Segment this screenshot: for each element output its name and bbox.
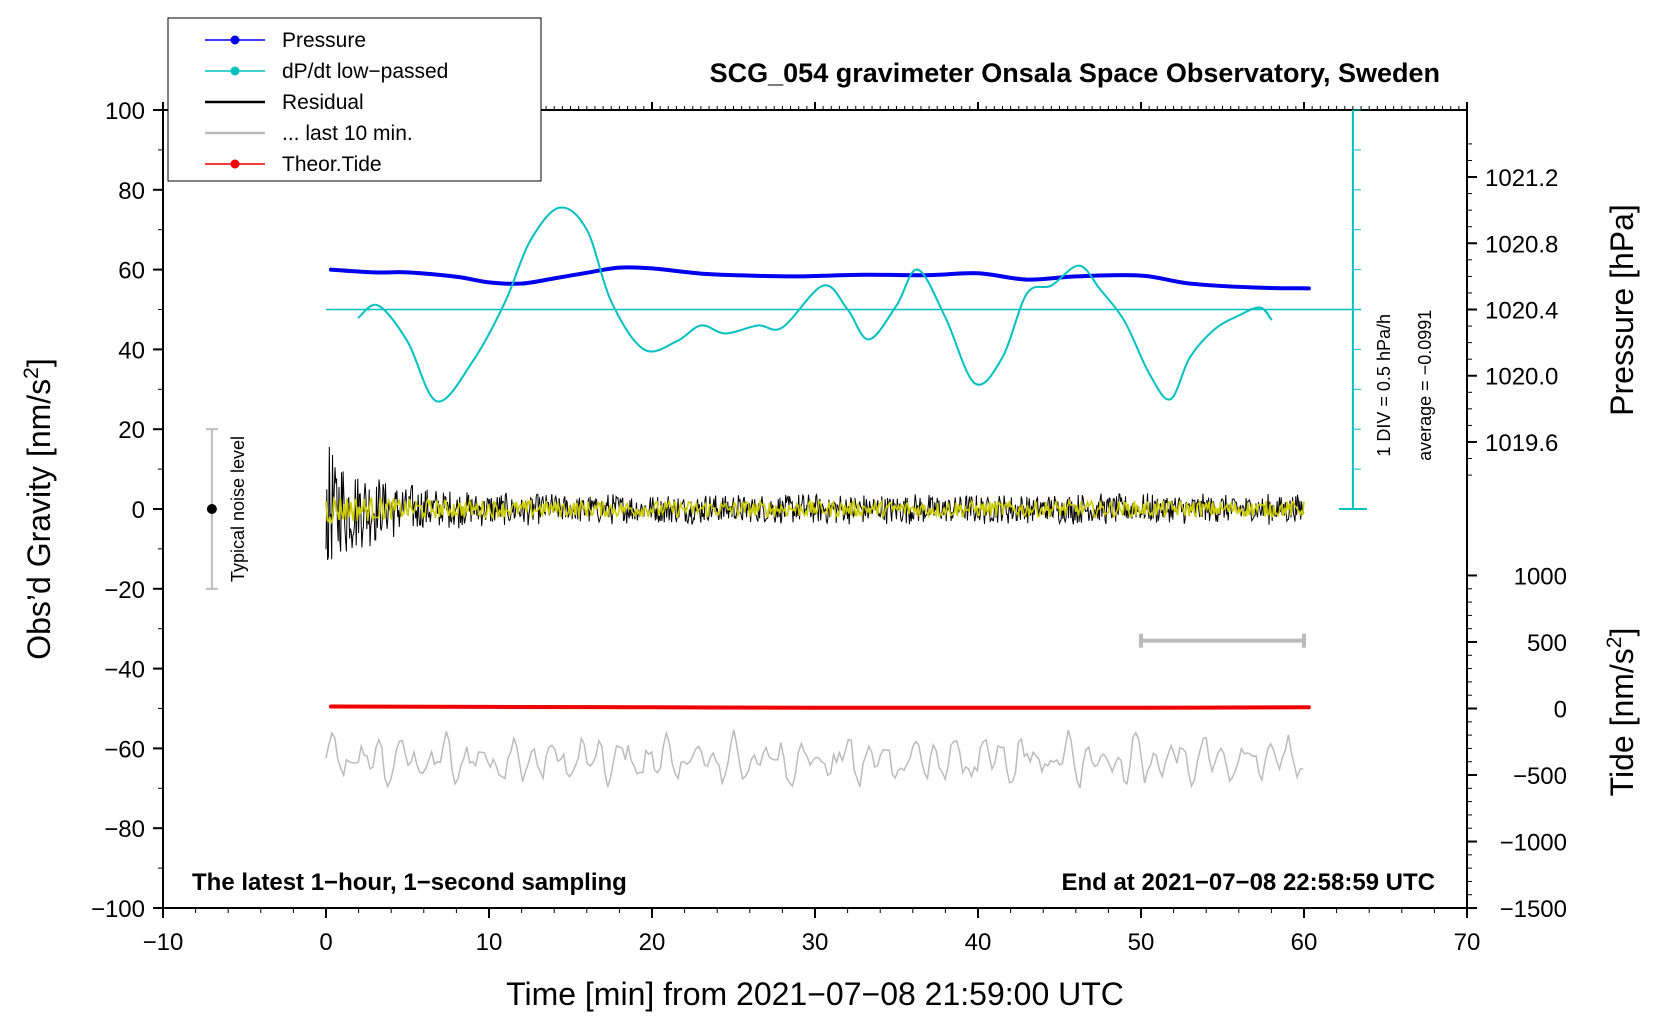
tide-tick-label: −500 xyxy=(1513,763,1567,790)
typical-noise-bar xyxy=(205,428,218,590)
y-tick-label: −20 xyxy=(104,577,145,604)
y-axis-label-pressure: Pressure [hPa] xyxy=(1604,204,1640,416)
tide-tick-label: −1000 xyxy=(1500,830,1567,857)
y-axis-label-left-sup: 2 xyxy=(20,367,43,379)
annotation-right: End at 2021−07−08 22:58:59 UTC xyxy=(1061,869,1435,896)
x-tick-label: 60 xyxy=(1291,929,1318,956)
y-tick-labels: 100 80 60 40 20 0 −20 −40 −60 −80 −100 xyxy=(91,98,145,923)
dpdt-average-label: average = −0.0991 xyxy=(1415,310,1435,461)
x-tick-label: 0 xyxy=(319,929,332,956)
legend-items: Pressure dP/dt low−passed Residual ... last… xyxy=(205,29,448,176)
y-axis-label-tide-main: Tide [nm/s xyxy=(1604,648,1640,796)
tide-tick-label: 1000 xyxy=(1514,563,1567,590)
series-pressure xyxy=(328,265,1311,291)
pressure-tick-label: 1020.4 xyxy=(1485,298,1558,325)
noise-bar-dot xyxy=(206,504,217,514)
y-tick-label: 100 xyxy=(105,98,145,125)
legend-label: Residual xyxy=(282,91,364,114)
y-tick-label: 0 xyxy=(132,497,145,524)
legend-box xyxy=(167,17,542,182)
x-tick-label: 50 xyxy=(1128,929,1155,956)
x-tick-label: −10 xyxy=(143,929,184,956)
pressure-tick-labels: 1021.2 1020.8 1020.4 1020.0 1019.6 xyxy=(1485,165,1558,457)
y-axis-label-left-main: Obs’d Gravity [nm/s xyxy=(21,379,57,660)
y-tick-label: 80 xyxy=(118,178,145,205)
x-tick-label: 20 xyxy=(639,929,666,956)
series-layer xyxy=(325,206,1362,789)
x-tick-label: 70 xyxy=(1454,929,1481,956)
y-axis-label-tide: Tide [nm/s2] xyxy=(1603,628,1640,797)
y-axis-label-left: Obs’d Gravity [nm/s2] xyxy=(20,358,57,660)
annotation-left: The latest 1−hour, 1−second sampling xyxy=(192,869,627,896)
y-tick-label: −60 xyxy=(104,736,145,763)
y-tick-label: −100 xyxy=(91,896,145,923)
noise-trace-line xyxy=(325,729,1304,789)
legend-label: Pressure xyxy=(282,29,366,52)
legend-label: dP/dt low−passed xyxy=(282,60,448,83)
x-tick-labels: −10 0 10 20 30 40 50 60 70 xyxy=(143,929,1481,956)
y-tick-label: 60 xyxy=(118,258,145,285)
tide-tick-label: 500 xyxy=(1527,630,1567,657)
chart-title: SCG_054 gravimeter Onsala Space Observat… xyxy=(710,58,1440,88)
x-tick-label: 30 xyxy=(802,929,829,956)
tide-tick-labels: 1000 500 0 −500 −1000 −1500 xyxy=(1500,563,1567,923)
y-axis-label-tide-end: ] xyxy=(1604,628,1640,637)
y-axis-label-left-end: ] xyxy=(21,358,57,367)
legend-swatch-marker xyxy=(230,35,240,45)
series-dp-dt-low-passed xyxy=(357,206,1273,403)
x-tick-label: 40 xyxy=(965,929,992,956)
y-tick-label: −80 xyxy=(104,816,145,843)
range-bar xyxy=(1139,633,1306,648)
y-tick-label: −40 xyxy=(104,657,145,684)
tide-tick-label: 0 xyxy=(1554,697,1567,724)
pressure-tick-label: 1020.0 xyxy=(1485,364,1558,391)
x-axis-label: Time [min] from 2021−07−08 21:59:00 UTC xyxy=(506,976,1124,1012)
pressure-tick-label: 1021.2 xyxy=(1485,165,1558,192)
y-axis-label-tide-sup: 2 xyxy=(1603,637,1626,649)
y-tick-label: 40 xyxy=(118,337,145,364)
x-tick-label: 10 xyxy=(476,929,503,956)
y-tick-label: 20 xyxy=(118,417,145,444)
last-10-min-line xyxy=(325,495,1305,525)
legend-swatch-marker xyxy=(230,66,240,76)
axis-ticks xyxy=(153,102,1477,918)
typical-noise-label: Typical noise level xyxy=(228,436,248,582)
pressure-tick-label: 1020.8 xyxy=(1485,231,1558,258)
pressure-tick-label: 1019.6 xyxy=(1485,430,1558,457)
legend-label: ... last 10 min. xyxy=(282,122,413,145)
dpdt-scale-label: 1 DIV = 0.5 hPa/h xyxy=(1374,314,1394,457)
legend: Pressure dP/dt low−passed Residual ... last… xyxy=(167,17,542,182)
legend-label: Theor.Tide xyxy=(282,153,382,176)
legend-swatch-marker xyxy=(230,159,240,169)
series-theor-tide xyxy=(328,704,1311,710)
tide-tick-label: −1500 xyxy=(1500,896,1567,923)
